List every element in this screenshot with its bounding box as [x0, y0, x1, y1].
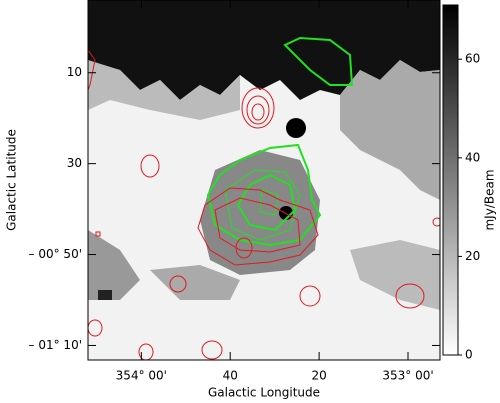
- y-axis-label: Galactic Latitude: [5, 129, 19, 231]
- y-tick-label: – 01° 10': [29, 338, 82, 352]
- colorbar-tick-label: 60: [465, 52, 480, 66]
- x-tick-label: 354° 00': [116, 369, 167, 383]
- colorbar-tick-label: 20: [465, 249, 480, 263]
- x-tick-label: 20: [311, 369, 326, 383]
- sky-image: [88, 0, 440, 360]
- colorbar: [442, 4, 459, 356]
- x-tick-label: 40: [223, 369, 238, 383]
- colorbar-tick-label: 0: [465, 348, 473, 362]
- y-tick-label: 10: [67, 65, 82, 79]
- y-tick-label: 30: [67, 156, 82, 170]
- colorbar-label: mJy/Beam: [483, 169, 497, 230]
- x-tick-label: 353° 00': [382, 369, 433, 383]
- y-tick-label: – 00° 50': [29, 247, 82, 261]
- x-axis-label: Galactic Longitude: [208, 386, 320, 400]
- colorbar-tick-label: 40: [465, 150, 480, 164]
- plot-frame: [87, 0, 441, 361]
